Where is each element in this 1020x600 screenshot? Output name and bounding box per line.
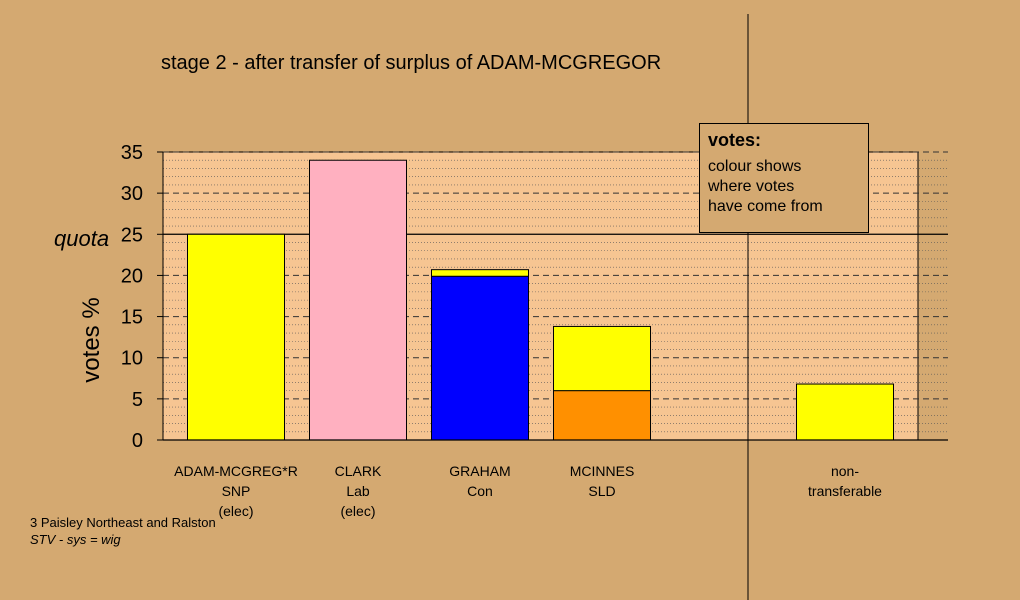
x-category-label: non-: [831, 463, 859, 479]
y-tick-label: 35: [121, 142, 143, 164]
votes-legend-line: colour shows: [708, 158, 802, 175]
votes-legend-line: have come from: [708, 198, 823, 215]
bar-segment: [431, 275, 529, 441]
chart-title: stage 2 - after transfer of surplus of A…: [161, 52, 662, 74]
y-axis-title: votes %: [78, 297, 105, 383]
y-tick-label: 5: [132, 389, 143, 411]
x-category-label: Lab: [346, 483, 370, 499]
votes-legend-box: votes: colour shows where votes have com…: [699, 123, 869, 233]
x-category-label: SLD: [588, 483, 615, 499]
bar-segment: [309, 159, 407, 441]
x-category-label: MCINNES: [570, 463, 635, 479]
bar-segment: [796, 383, 894, 441]
bar-segment: [187, 233, 285, 441]
y-tick-label: 20: [121, 265, 143, 287]
x-category-label: GRAHAM: [449, 463, 510, 479]
bar-segment: [553, 390, 651, 441]
votes-legend-line: where votes: [708, 178, 795, 195]
x-category-label: (elec): [218, 503, 253, 519]
x-category-label: Con: [467, 483, 493, 499]
y-tick-label: 10: [121, 348, 143, 370]
y-tick-label: 15: [121, 307, 143, 329]
votes-legend-heading: votes:: [708, 130, 762, 150]
y-tick-label: 0: [132, 430, 143, 452]
bar-segment: [431, 269, 529, 277]
constituency-footnote: 3 Paisley Northeast and Ralston: [30, 515, 216, 530]
x-category-label: (elec): [340, 503, 375, 519]
y-tick-label: 25: [121, 224, 143, 246]
y-tick-label: 30: [121, 183, 143, 205]
x-category-label: ADAM-MCGREG*R: [174, 463, 298, 479]
quota-label: quota: [54, 226, 110, 251]
x-category-label: CLARK: [335, 463, 382, 479]
x-category-label: SNP: [222, 483, 251, 499]
x-category-label: transferable: [808, 483, 882, 499]
bar-segment: [553, 325, 651, 392]
system-footnote: STV - sys = wig: [30, 532, 121, 547]
